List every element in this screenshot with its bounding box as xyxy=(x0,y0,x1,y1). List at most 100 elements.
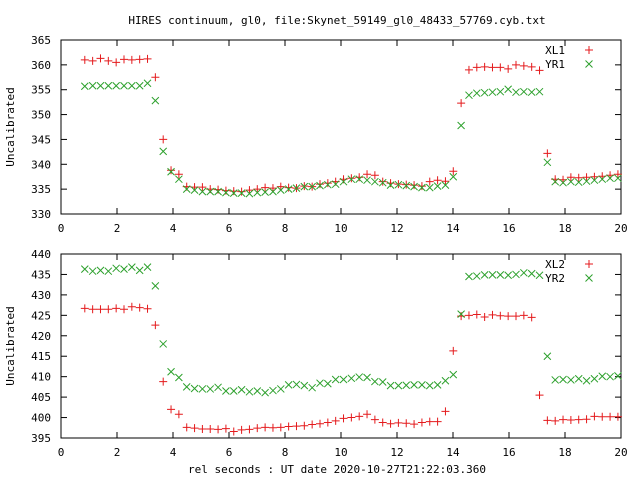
p0-point-yr1 xyxy=(394,180,403,189)
p0-point-yr1 xyxy=(551,177,560,186)
p0-point-yr1 xyxy=(198,187,207,196)
p1-point-yr2 xyxy=(457,310,465,318)
p1-point-yr2 xyxy=(222,387,230,395)
p1-point-xl2 xyxy=(559,415,568,424)
p1-point-xl2 xyxy=(449,346,458,355)
p1-point-yr2 xyxy=(323,379,332,388)
p1-point-xl2 xyxy=(582,415,591,424)
p0-x-tick-label: 18 xyxy=(558,222,571,235)
p1-point-xl2 xyxy=(441,407,450,416)
p1-point-yr2 xyxy=(496,270,505,279)
p0-point-xl1 xyxy=(535,66,544,75)
p0-point-yr1 xyxy=(496,87,505,96)
p0-y-axis-label: Uncalibrated xyxy=(4,87,17,166)
p0-point-yr1 xyxy=(472,89,481,98)
p0-point-yr1 xyxy=(449,172,458,181)
p0-point-xl1 xyxy=(386,179,395,188)
p1-point-yr2 xyxy=(472,272,481,280)
p0-point-xl1 xyxy=(613,170,622,179)
p1-point-yr2 xyxy=(347,374,356,383)
p0-point-xl1 xyxy=(378,177,387,186)
p1-point-xl2 xyxy=(268,423,277,432)
p1-point-yr2 xyxy=(190,384,199,393)
p0-y-tick-label: 365 xyxy=(31,34,51,47)
p0-point-yr1 xyxy=(214,187,222,196)
p0-point-xl1 xyxy=(402,180,411,189)
p1-plot-frame xyxy=(60,253,622,439)
p0-point-xl1 xyxy=(457,99,466,108)
p1-point-xl2 xyxy=(127,302,136,311)
p1-point-yr2 xyxy=(143,263,152,271)
p1-point-xl2 xyxy=(433,417,442,426)
p1-point-xl2 xyxy=(182,423,191,432)
p0-point-yr1 xyxy=(488,88,497,97)
p1-point-xl2 xyxy=(112,304,121,313)
p1-point-yr2 xyxy=(488,270,497,279)
p1-point-xl2 xyxy=(284,422,293,431)
p1-point-xl2 xyxy=(316,419,324,428)
p0-point-xl1 xyxy=(527,62,536,71)
p1-point-xl2 xyxy=(527,313,536,322)
p0-y-tick-label: 340 xyxy=(31,158,51,171)
p1-point-xl2 xyxy=(496,311,505,320)
p1-point-yr2 xyxy=(127,263,136,271)
p1-x-tick-label: 18 xyxy=(558,446,571,459)
p1-point-xl2 xyxy=(613,412,622,421)
p1-point-yr2 xyxy=(551,376,560,384)
p1-x-tick-label: 0 xyxy=(58,446,65,459)
p0-x-tick-label: 0 xyxy=(58,222,65,235)
p1-x-tick-label: 16 xyxy=(502,446,515,459)
p1-legend-marker-yr2 xyxy=(585,274,593,282)
p0-point-xl1 xyxy=(347,174,356,183)
p1-point-xl2 xyxy=(606,412,615,421)
p0-point-xl1 xyxy=(566,173,575,182)
p0-point-xl1 xyxy=(112,58,121,67)
p1-point-xl2 xyxy=(472,310,481,319)
p1-point-xl2 xyxy=(292,422,301,431)
p1-point-yr2 xyxy=(519,268,528,277)
p1-point-yr2 xyxy=(331,375,340,384)
p0-point-xl1 xyxy=(268,184,277,193)
p1-x-tick-label: 8 xyxy=(282,446,289,459)
p0-point-yr1 xyxy=(543,158,552,167)
p1-point-yr2 xyxy=(151,282,160,290)
p0-point-yr1 xyxy=(229,189,238,197)
p0-x-tick-label: 6 xyxy=(226,222,233,235)
p1-point-xl2 xyxy=(598,412,607,421)
p0-point-xl1 xyxy=(127,55,136,64)
p1-point-xl2 xyxy=(174,410,183,419)
p0-point-xl1 xyxy=(433,176,442,185)
p0-point-yr1 xyxy=(269,187,277,196)
p0-point-yr1 xyxy=(253,188,262,197)
p1-point-yr2 xyxy=(159,340,168,348)
p0-legend-label-yr1: YR1 xyxy=(545,58,565,71)
p1-point-xl2 xyxy=(464,311,473,320)
p0-point-yr1 xyxy=(535,87,544,96)
p1-point-yr2 xyxy=(402,381,411,390)
p1-point-xl2 xyxy=(488,310,497,319)
p0-y-tick-label: 330 xyxy=(31,208,51,221)
p0-point-xl1 xyxy=(574,173,583,182)
p1-point-yr2 xyxy=(96,266,105,275)
p1-point-xl2 xyxy=(574,415,583,424)
p1-point-xl2 xyxy=(198,425,207,434)
p1-point-yr2 xyxy=(441,376,450,385)
p0-point-xl1 xyxy=(464,65,473,74)
p0-point-yr1 xyxy=(606,174,614,183)
p1-y-tick-label: 405 xyxy=(31,391,51,404)
p0-point-yr1 xyxy=(112,81,121,90)
p0-point-yr1 xyxy=(519,87,528,96)
p0-point-yr1 xyxy=(261,188,269,196)
p0-point-yr1 xyxy=(237,189,246,197)
p1-point-xl2 xyxy=(214,425,223,434)
p1-point-xl2 xyxy=(504,312,513,321)
p1-point-yr2 xyxy=(112,264,121,273)
p1-point-xl2 xyxy=(480,312,489,321)
p1-point-xl2 xyxy=(386,419,395,428)
p0-point-yr1 xyxy=(480,88,489,97)
p1-point-yr2 xyxy=(598,372,607,381)
p1-point-xl2 xyxy=(308,420,317,429)
p1-point-yr2 xyxy=(590,374,599,383)
x-axis-label: rel seconds : UT date 2020-10-27T21:22:0… xyxy=(188,463,486,476)
